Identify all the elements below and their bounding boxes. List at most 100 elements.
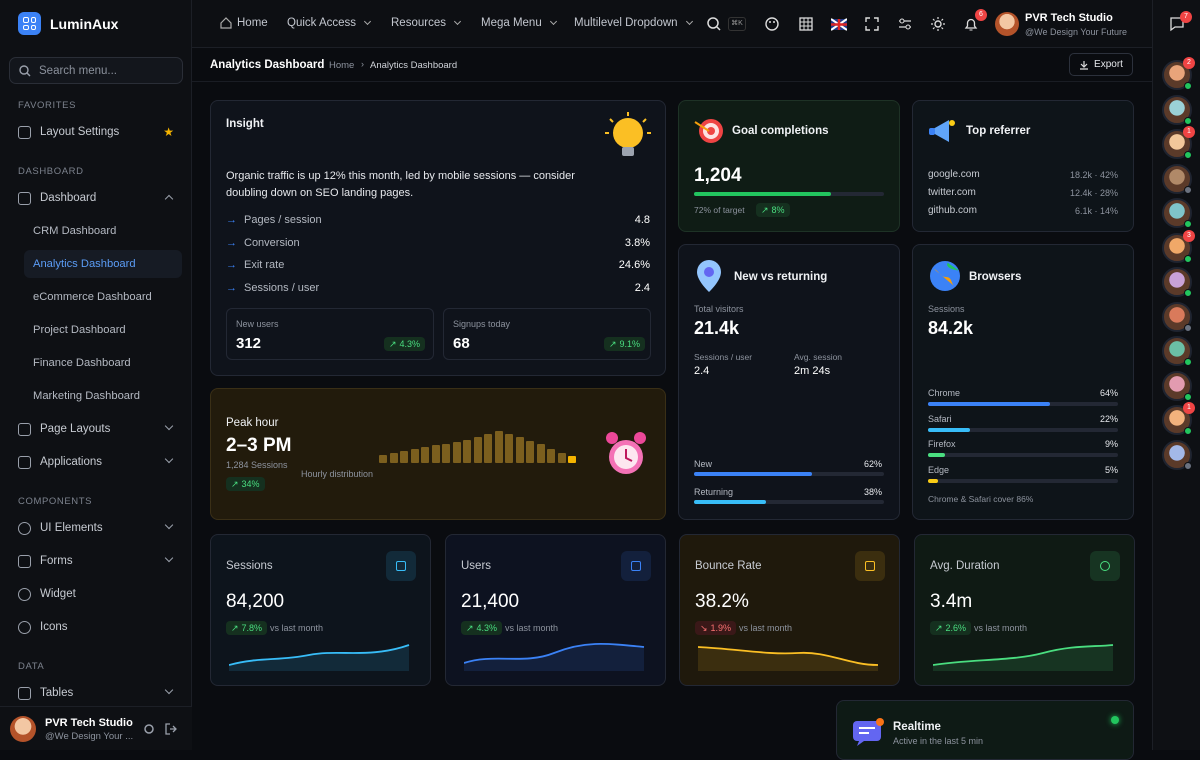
smile-icon <box>18 620 31 634</box>
chevron-down-icon <box>164 553 174 563</box>
chevron-down-icon <box>453 17 462 26</box>
sliders-icon[interactable] <box>897 16 913 32</box>
sub-analytics-dashboard[interactable]: Analytics Dashboard <box>24 250 182 278</box>
avatar[interactable] <box>10 716 36 742</box>
unread-badge: 3 <box>1183 229 1195 242</box>
uk-flag-icon[interactable] <box>831 16 847 32</box>
location-pin-icon <box>697 260 721 292</box>
unread-badge: 1 <box>1183 402 1195 414</box>
browser-name: Safari <box>928 413 952 424</box>
status-dot <box>1184 392 1192 401</box>
nav-label: Resources <box>391 17 446 29</box>
browser-pct: 9% <box>1104 439 1118 449</box>
kpi-title: Users <box>461 560 492 572</box>
browser-name: Edge <box>928 464 950 475</box>
nav-label: Dashboard <box>40 192 97 204</box>
arrow-right-icon: → <box>226 236 237 249</box>
status-dot <box>1184 289 1192 297</box>
sub-ecommerce-dashboard[interactable]: eCommerce Dashboard <box>33 291 152 303</box>
star-icon[interactable]: ★ <box>163 125 174 139</box>
widget-icon <box>18 587 31 601</box>
nav-applications[interactable]: Applications <box>18 451 180 473</box>
nav-dashboard[interactable]: Dashboard <box>18 187 180 209</box>
kpi-note: vs last month <box>974 623 1028 633</box>
status-dot <box>1184 116 1192 125</box>
chevron-down-icon <box>363 17 372 26</box>
status-dot <box>1184 151 1192 159</box>
tile-value: 68 <box>453 335 470 352</box>
gear-icon[interactable] <box>143 723 155 735</box>
peak-value: 2–3 PM <box>226 435 292 456</box>
browser-name: Firefox <box>928 439 956 449</box>
delta-badge: ↗ 8% <box>756 203 790 217</box>
hour-bar <box>494 431 503 463</box>
nav-icons[interactable]: Icons <box>18 616 180 638</box>
sun-icon[interactable] <box>930 16 946 32</box>
hour-bar <box>452 442 461 463</box>
arrow-up-icon: ↗ <box>231 622 239 633</box>
sub-crm-dashboard[interactable]: CRM Dashboard <box>33 225 117 237</box>
nav-label: Home <box>237 17 268 29</box>
breadcrumb-bar: Analytics Dashboard Home › Analytics Das… <box>192 48 1152 82</box>
delta-badge: ↗ 4.3% <box>384 337 426 351</box>
bell-icon[interactable] <box>963 16 979 32</box>
hour-bar <box>463 440 471 463</box>
chat-badge: 7 <box>1180 11 1192 23</box>
breadcrumb-home[interactable]: Home <box>329 60 355 71</box>
top-nav-home[interactable]: Home <box>220 17 268 29</box>
referrer-value: 6.1k · 14% <box>1074 206 1118 216</box>
delta-badge: ↘ 1.9% <box>695 621 737 635</box>
pulse-icon <box>386 551 416 581</box>
sub-marketing-dashboard[interactable]: Marketing Dashboard <box>33 390 140 402</box>
nav-layout-settings[interactable]: Layout Settings ★ <box>18 121 180 143</box>
search-icon[interactable] <box>706 16 722 32</box>
hour-bar <box>473 437 482 463</box>
metric-label: Exit rate <box>244 259 285 271</box>
delta-value: 4.3% <box>476 623 498 633</box>
delta-value: 2.6% <box>945 623 967 633</box>
table-icon <box>18 686 31 700</box>
metric-label: Conversion <box>244 236 300 249</box>
new-pct: 62% <box>864 459 883 469</box>
status-dot <box>1184 185 1192 194</box>
new-progress <box>694 472 884 476</box>
kpi-value: 3.4m <box>930 591 973 612</box>
delta-value: 7.8% <box>241 623 263 633</box>
home-icon <box>220 17 232 29</box>
delta-badge: ↗ 7.8% <box>226 621 268 635</box>
nav-ui-elements[interactable]: UI Elements <box>18 517 180 539</box>
browser-bar <box>928 478 1118 483</box>
section-data: DATA <box>18 661 45 672</box>
sidebar-user[interactable]: PVR Tech Studio @We Design Your ... <box>0 706 192 750</box>
alarm-clock-icon <box>606 432 646 474</box>
logout-icon[interactable] <box>165 723 177 735</box>
palette-icon[interactable] <box>764 16 780 32</box>
top-nav-resources[interactable]: Resources <box>391 17 462 29</box>
sub-finance-dashboard[interactable]: Finance Dashboard <box>33 357 131 369</box>
hour-bar <box>442 444 450 463</box>
live-dot <box>1111 716 1119 724</box>
nav-label: Page Layouts <box>40 423 111 435</box>
brand[interactable]: LuminAux <box>18 12 118 35</box>
top-nav-mega-menu[interactable]: Mega Menu <box>481 17 557 29</box>
chevron-down-icon <box>164 421 174 431</box>
fullscreen-icon[interactable] <box>864 16 880 32</box>
apps-grid-icon[interactable] <box>798 16 814 32</box>
section-components: COMPONENTS <box>18 496 93 507</box>
export-button[interactable]: Export <box>1069 53 1133 76</box>
kpi-card: Bounce Rate 38.2% ↘ 1.9% vs last month <box>679 534 900 686</box>
layout-icon <box>18 125 31 139</box>
sub-project-dashboard[interactable]: Project Dashboard <box>33 324 126 336</box>
nav-page-layouts[interactable]: Page Layouts <box>18 418 180 440</box>
search-input[interactable] <box>39 64 169 77</box>
nav-forms[interactable]: Forms <box>18 550 180 572</box>
goal-card: Goal completions 1,204 72% of target ↗ 8% <box>678 100 900 232</box>
notification-badge: 6 <box>975 9 987 21</box>
top-nav-multilevel[interactable]: Multilevel Dropdown <box>574 17 693 29</box>
top-nav-quick-access[interactable]: Quick Access <box>287 17 372 29</box>
nav-widget[interactable]: Widget <box>18 583 180 605</box>
avatar[interactable] <box>995 12 1019 36</box>
hour-bar <box>505 434 513 463</box>
nav-tables[interactable]: Tables <box>18 682 180 704</box>
nav-label: Tables <box>40 687 74 699</box>
